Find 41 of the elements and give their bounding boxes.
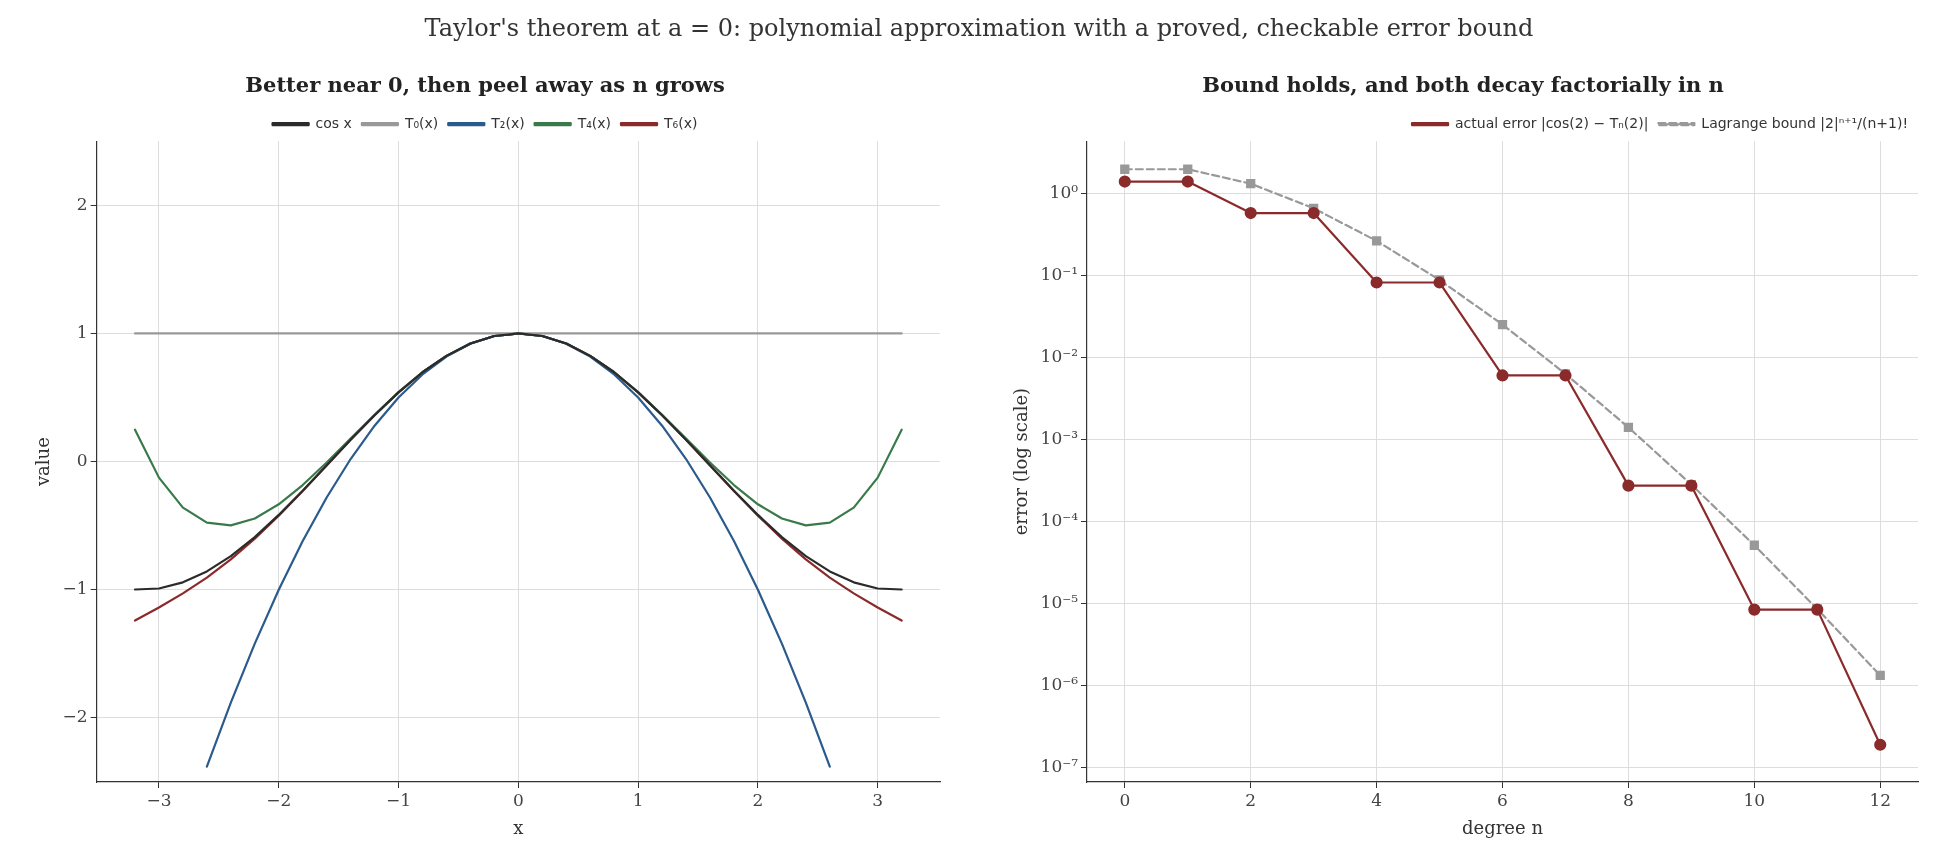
y-tick-label: 10⁻⁶ — [1040, 673, 1079, 694]
chart-title: Better near 0, then peel away as n grows — [245, 72, 725, 98]
legend-label: cos x — [315, 114, 352, 131]
x-axis-title: x — [513, 816, 524, 838]
x-tick-label: 6 — [1497, 789, 1508, 810]
x-tick-label: −2 — [266, 789, 292, 810]
x-tick-label: 12 — [1869, 789, 1892, 810]
y-tick-label: 10⁻⁷ — [1040, 755, 1079, 776]
y-tick-label: 1 — [76, 321, 88, 342]
legend-label: Lagrange bound |2|ⁿ⁺¹/(n+1)! — [1701, 114, 1909, 132]
y-tick-label: −2 — [62, 706, 88, 727]
x-axis-title: degree n — [1462, 816, 1544, 838]
text: Taylor's theorem at a = 0: polynomial approximation with a proved, checkable error bound — [423, 14, 1535, 42]
x-tick-label: 4 — [1371, 789, 1383, 810]
x-tick-label: 0 — [1119, 789, 1131, 810]
y-tick-label: −1 — [62, 578, 88, 599]
x-tick-label: 0 — [512, 789, 524, 810]
x-tick-label: 2 — [752, 789, 764, 810]
y-tick-label: 2 — [76, 193, 88, 214]
legend-label: actual error |cos(2) − Tₙ(2)| — [1455, 114, 1649, 132]
legend-label: T₀(x) — [403, 114, 439, 131]
x-tick-label: −3 — [146, 789, 172, 810]
y-tick-label: 10⁻⁴ — [1040, 509, 1079, 530]
x-tick-label: 8 — [1623, 789, 1634, 810]
legend-label: T₆(x) — [663, 114, 698, 131]
y-axis-title: value — [32, 437, 54, 488]
legend-label: T₄(x) — [576, 114, 612, 131]
y-axis-title: error (log scale) — [1010, 387, 1032, 536]
y-tick-label: 10⁻³ — [1040, 428, 1079, 449]
y-tick-label: 10⁻² — [1040, 346, 1079, 367]
x-tick-label: 3 — [872, 789, 884, 810]
y-tick-label: 10⁻⁵ — [1040, 591, 1079, 612]
legend-label: T₂(x) — [490, 114, 525, 131]
y-tick-label: 10⁻¹ — [1040, 264, 1079, 285]
x-tick-label: −1 — [386, 789, 412, 810]
chart-title: Bound holds, and both decay factorially in n — [1202, 72, 1724, 98]
x-tick-label: 2 — [1245, 789, 1257, 810]
y-tick-label: 0 — [76, 450, 88, 471]
x-tick-label: 10 — [1743, 789, 1766, 810]
x-tick-label: 1 — [632, 789, 644, 810]
y-tick-label: 10⁰ — [1049, 182, 1079, 203]
